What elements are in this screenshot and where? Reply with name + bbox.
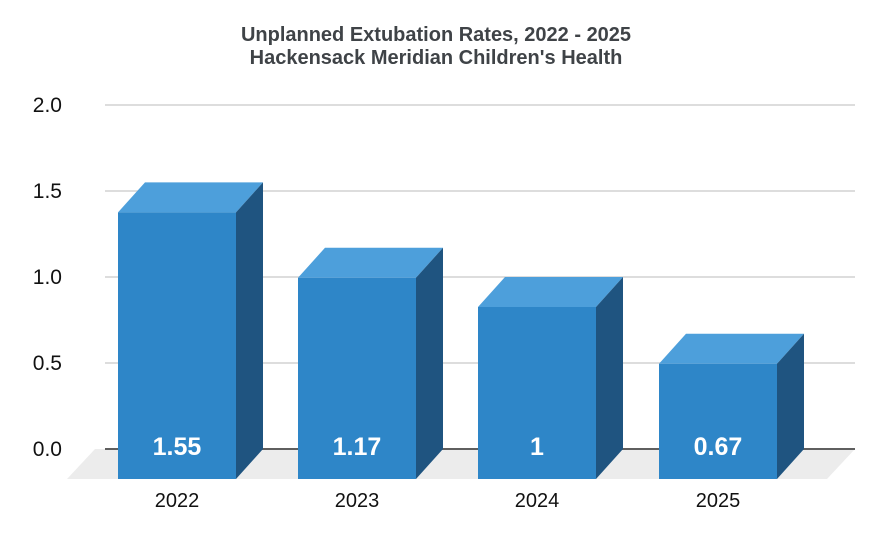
- bar-side-2024: [596, 277, 623, 479]
- bar-side-2025: [777, 333, 804, 479]
- bar-top-2025: [659, 333, 804, 364]
- chart-title-line2: Hackensack Meridian Children's Health: [249, 47, 623, 69]
- chart-title-line1: Unplanned Extubation Rates, 2022 - 2025: [240, 24, 632, 46]
- bar-2022: [118, 212, 236, 479]
- x-label-2025: 2025: [696, 490, 741, 512]
- bar-side-2022: [236, 182, 263, 479]
- y-tick-label: 0.0: [33, 438, 62, 461]
- x-label-2023: 2023: [335, 490, 380, 512]
- bar-value-label-2022: 1.55: [153, 433, 202, 461]
- y-tick-label: 1.5: [33, 180, 62, 203]
- chart-title: Unplanned Extubation Rates, 2022 - 2025 …: [0, 24, 872, 70]
- bar-top-2022: [118, 182, 263, 213]
- bar-value-label-2023: 1.17: [333, 433, 382, 461]
- bar-2025: [659, 363, 777, 479]
- bar-value-label-2024: 1: [530, 433, 544, 461]
- y-tick-label: 0.5: [33, 352, 62, 375]
- bar-value-label-2025: 0.67: [694, 433, 743, 461]
- chart-floor: [67, 449, 855, 479]
- y-tick-label: 2.0: [33, 94, 62, 117]
- bar-top-2024: [478, 277, 623, 307]
- bar-side-2023: [416, 247, 443, 479]
- bar-2024: [478, 307, 596, 479]
- bar-2023: [298, 277, 416, 479]
- y-tick-label: 1.0: [33, 266, 62, 289]
- x-label-2024: 2024: [515, 490, 560, 512]
- x-label-2022: 2022: [155, 490, 200, 512]
- bar-top-2023: [298, 247, 443, 278]
